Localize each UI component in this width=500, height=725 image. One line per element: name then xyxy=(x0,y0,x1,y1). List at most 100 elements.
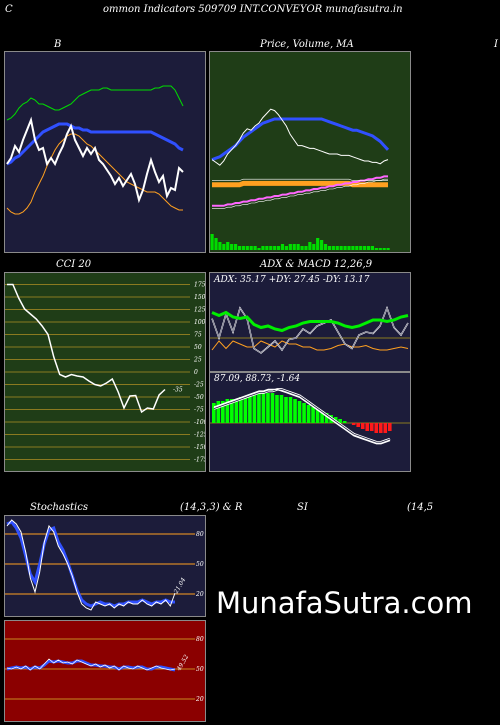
adx-chart xyxy=(210,305,410,354)
macd-histogram-bar xyxy=(225,399,230,423)
macd-histogram-bar xyxy=(252,395,257,423)
stochastics-value-label: 21.04 xyxy=(172,576,187,595)
volume-bar xyxy=(355,246,359,250)
stochastics-chart: 80 50 20 21.04 xyxy=(5,519,204,611)
macd-histogram-bar xyxy=(311,407,315,423)
macd-panel xyxy=(209,372,411,472)
macd-histogram-bar xyxy=(239,397,243,423)
cci-tick-label: 100 xyxy=(194,319,205,326)
cci-value-label: -35 xyxy=(173,387,183,394)
volume-bar xyxy=(269,246,273,250)
adx-macd-title: ADX & MACD 12,26,9 xyxy=(260,259,373,270)
cci-title: CCI 20 xyxy=(56,259,92,270)
macd-histogram-bar xyxy=(360,423,365,429)
rsi-line xyxy=(6,659,176,672)
macd-histogram-bar xyxy=(266,393,270,423)
bollinger-title: B xyxy=(54,39,62,50)
volume-bar xyxy=(226,242,230,250)
macd-histogram-bar xyxy=(270,393,275,423)
volume-bar xyxy=(261,246,265,250)
volume-bar xyxy=(359,246,363,250)
macd-histogram-bar xyxy=(216,401,221,423)
stochastics-tick-label: 20 xyxy=(195,591,204,598)
volume-bar xyxy=(382,248,386,250)
macd-chart xyxy=(210,388,410,445)
volume-bar xyxy=(230,244,234,250)
cci-tick-label: -25 xyxy=(194,382,204,389)
bollinger-line-1 xyxy=(6,85,184,121)
bollinger-chart xyxy=(6,85,184,215)
volume-bar xyxy=(214,238,218,250)
cci-tick-label: 75 xyxy=(194,332,202,339)
volume-bar xyxy=(331,246,335,250)
adx-plus-dy-line xyxy=(211,305,409,354)
volume-bar xyxy=(370,246,375,250)
price-ma-title: Price, Volume, MA xyxy=(260,39,354,50)
volume-bar xyxy=(249,246,253,250)
price-ma-line-orange xyxy=(212,180,388,188)
bollinger-line-0 xyxy=(6,116,184,204)
watermark: MunafaSutra.com xyxy=(216,586,473,620)
macd-histogram-bar xyxy=(356,423,361,427)
cci-chart: 175 150 125 100 75 50 25 0 -25 -50 -75 -100 -125 -150… xyxy=(5,282,208,464)
macd-histogram-bar xyxy=(297,401,302,423)
volume-bar xyxy=(245,246,249,250)
stochastics-tick-label: 80 xyxy=(196,531,204,538)
macd-histogram-bar xyxy=(243,397,248,423)
bollinger-line-3 xyxy=(6,122,184,166)
adx-panel xyxy=(209,272,411,372)
macd-histogram-bar xyxy=(279,395,284,423)
rsi-signal-line xyxy=(6,658,176,671)
cci-tick-label: 0 xyxy=(194,369,198,376)
volume-bar xyxy=(327,246,332,250)
volume-bar xyxy=(343,246,347,250)
volume-bar xyxy=(280,244,285,250)
macd-histogram-bar xyxy=(383,423,388,433)
price-ma-chart xyxy=(210,108,390,250)
macd-histogram-bar xyxy=(306,405,311,423)
volume-bar xyxy=(378,248,382,250)
cci-panel: 175 150 125 100 75 50 25 0 -25 -50 -75 -100 -125 -150… xyxy=(4,272,208,472)
volume-bar xyxy=(308,242,312,250)
header-left-mark: C xyxy=(5,4,13,15)
stochastics-tick-label: 50 xyxy=(196,561,204,568)
macd-histogram-bar xyxy=(284,397,288,423)
volume-bar xyxy=(288,244,292,250)
price-ma-line-blue xyxy=(211,117,390,162)
macd-histogram-bar xyxy=(324,413,329,423)
cci-tick-label: 50 xyxy=(194,344,202,351)
price-ma-envelope xyxy=(212,178,388,209)
cci-tick-label: -100 xyxy=(194,419,205,426)
volume-bar xyxy=(233,244,238,250)
rsi-value-label: 49.52 xyxy=(175,653,190,672)
macd-histogram-bar xyxy=(261,393,266,423)
volume-bar xyxy=(386,248,390,250)
price-ma-panel xyxy=(209,51,411,253)
volume-bar xyxy=(351,246,355,250)
macd-histogram-bar xyxy=(275,395,279,423)
macd-histogram-bar xyxy=(212,403,216,423)
adx-plus-dy-inner xyxy=(211,307,409,354)
macd-histogram-bar xyxy=(378,423,383,433)
price-line xyxy=(211,108,389,166)
rsi-tick-label: 80 xyxy=(196,636,204,643)
volume-bar xyxy=(304,246,308,250)
rsi-tick-label: 20 xyxy=(195,696,204,703)
macd-histogram-bar xyxy=(302,403,306,423)
macd-histogram-bar xyxy=(293,399,297,423)
macd-histogram-bar xyxy=(221,401,225,423)
volume-bar xyxy=(335,246,339,250)
macd-histogram-bar xyxy=(288,397,293,423)
volume-bar xyxy=(292,244,296,250)
cci-tick-label: 25 xyxy=(193,357,202,364)
cci-tick-label: -150 xyxy=(194,444,205,451)
volume-bar xyxy=(316,238,320,250)
macd-line xyxy=(213,388,391,445)
volume-bar xyxy=(339,246,343,250)
cci-tick-label: -50 xyxy=(194,394,204,401)
rsi-panel: 80 50 20 49.52 xyxy=(4,620,206,722)
stochastics-d-line xyxy=(6,519,176,611)
macd-histogram-bar xyxy=(365,423,370,431)
rsi-chart: 80 50 20 49.52 xyxy=(5,636,204,703)
macd-histogram-bar xyxy=(248,395,252,423)
